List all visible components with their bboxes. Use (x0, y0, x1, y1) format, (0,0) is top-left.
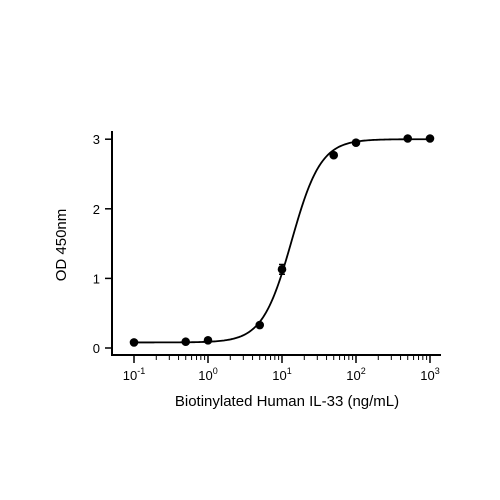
y-tick-label: 2 (93, 202, 100, 217)
x-axis-title: Biotinylated Human IL-33 (ng/mL) (175, 393, 399, 410)
fit-curve (134, 138, 430, 344)
x-tick-label: 103 (420, 366, 439, 383)
x-tick-label: 10-1 (123, 366, 145, 383)
axes: 0 1 2 3 10-1 100 101 102 103 (93, 131, 441, 383)
y-axis-title: OD 450nm (53, 209, 70, 282)
data-point (351, 138, 361, 147)
y-tick-label: 0 (93, 341, 100, 356)
y-tick-label: 3 (93, 132, 100, 147)
x-ticks: 10-1 100 101 102 103 (123, 355, 440, 383)
data-point (255, 320, 265, 330)
data-point (203, 336, 213, 345)
y-tick-label: 1 (93, 271, 100, 286)
y-ticks: 0 1 2 3 (93, 132, 112, 356)
data-point (329, 150, 339, 160)
data-points (129, 134, 435, 347)
data-point (425, 134, 435, 143)
x-tick-label: 101 (272, 366, 291, 383)
data-point (181, 337, 191, 347)
data-point (403, 134, 413, 143)
data-point (277, 265, 287, 274)
x-tick-label: 102 (346, 366, 365, 383)
x-tick-label: 100 (198, 366, 217, 383)
data-point (129, 338, 139, 347)
